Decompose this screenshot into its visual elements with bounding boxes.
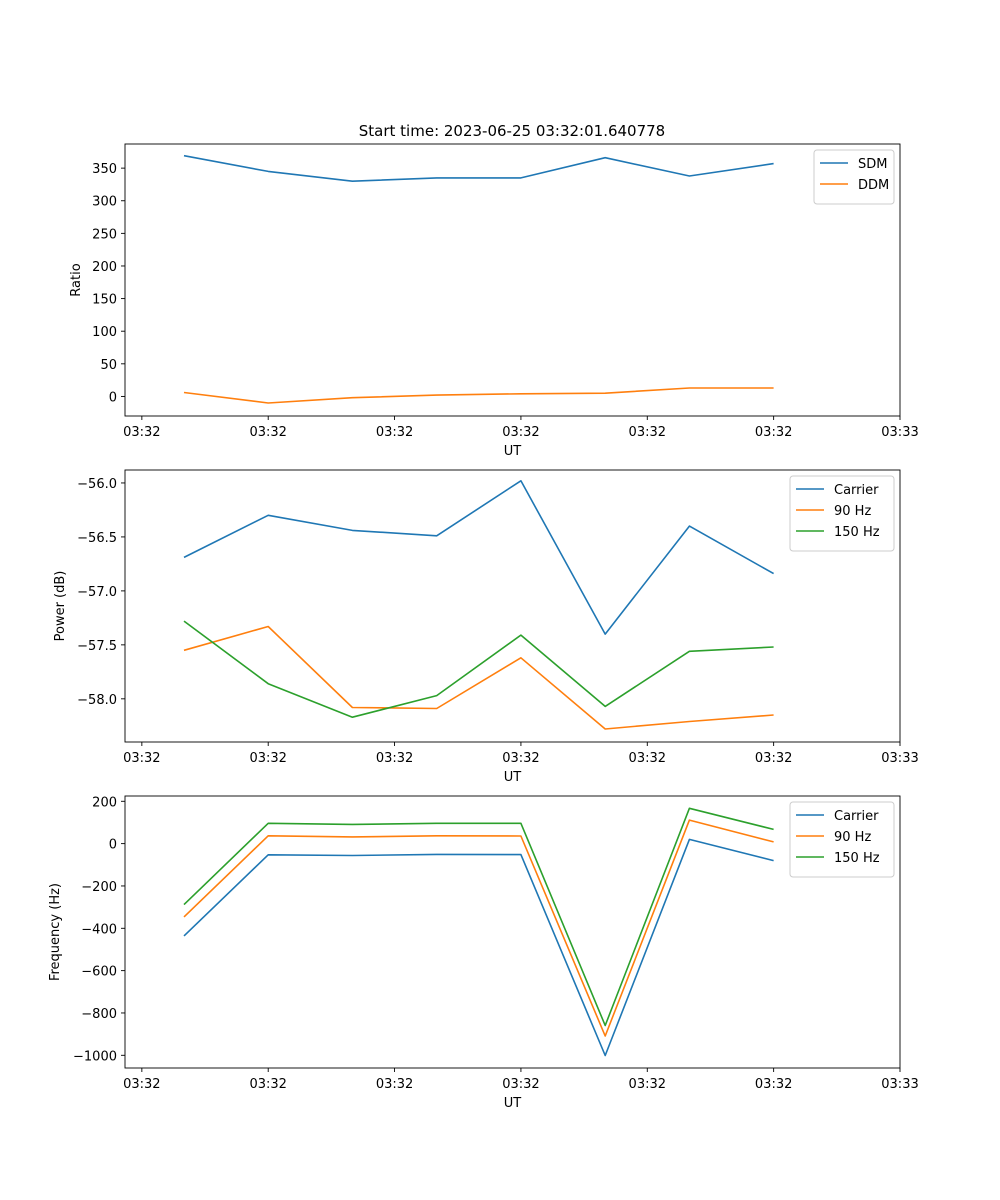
- y-tick-label: 200: [92, 795, 117, 810]
- legend-label: 150 Hz: [834, 851, 880, 866]
- y-tick-label: −400: [81, 922, 117, 937]
- x-tick-label: 03:32: [755, 1077, 792, 1092]
- y-tick-label: −1000: [73, 1049, 117, 1064]
- x-tick-label: 03:32: [502, 1077, 539, 1092]
- y-tick-label: 0: [109, 838, 117, 853]
- subplot-1: 03:32 03:32 03:32 03:32 03:32 03:32 03:33 0 50 10…: [69, 143, 919, 459]
- y-tick-label: 200: [92, 260, 117, 275]
- y-tick-label: 100: [92, 325, 117, 340]
- y-tick-label: −58.0: [77, 693, 117, 708]
- x-tick-label: 03:32: [502, 751, 539, 766]
- y-tick-label: −56.5: [77, 531, 117, 546]
- x-tick-label: 03:33: [881, 751, 918, 766]
- x-tick-label: 03:32: [755, 751, 792, 766]
- legend-box: [789, 475, 895, 552]
- legend-label: DDM: [858, 178, 889, 193]
- x-tick-label: 03:32: [123, 1077, 160, 1092]
- legend-label: SDM: [858, 157, 887, 172]
- legend-box: [789, 801, 895, 878]
- y-tick-label: −600: [81, 965, 117, 980]
- y-tick-label: 0: [109, 390, 117, 405]
- subplot-3: 03:32 03:32 03:32 03:32 03:32 03:32 03:33 −1000…: [48, 795, 919, 1111]
- legend: Carrier 90 Hz 150 Hz: [789, 801, 895, 878]
- legend-label: Carrier: [834, 809, 879, 824]
- y-tick-label: 350: [92, 162, 117, 177]
- y-tick-label: 150: [92, 293, 117, 308]
- y-tick-label: −56.0: [77, 477, 117, 492]
- series-line-ddm: [183, 387, 774, 404]
- x-tick-label: 03:32: [376, 1077, 413, 1092]
- x-tick-label: 03:32: [629, 425, 666, 440]
- x-tick-label: 03:33: [881, 1077, 918, 1092]
- x-tick-label: 03:32: [502, 425, 539, 440]
- x-axis-label: UT: [504, 1096, 522, 1111]
- y-axis-label: Ratio: [69, 263, 84, 296]
- x-tick-label: 03:32: [629, 751, 666, 766]
- figure-title: Start time: 2023-06-25 03:32:01.640778: [359, 122, 665, 140]
- y-tick-label: 250: [92, 227, 117, 242]
- series-line-carrier: [183, 838, 774, 1057]
- legend: SDM DDM: [813, 149, 895, 205]
- subplots: 03:32 03:32 03:32 03:32 03:32 03:32 03:33 0 50 10…: [48, 143, 919, 1111]
- y-axis-label: Power (dB): [53, 571, 68, 642]
- y-axis-label: Frequency (Hz): [48, 883, 63, 981]
- y-tick-label: −57.0: [77, 585, 117, 600]
- series-line-carrier: [183, 479, 774, 635]
- y-tick-label: 300: [92, 195, 117, 210]
- x-tick-label: 03:32: [123, 751, 160, 766]
- axes-frame: [124, 469, 901, 743]
- legend-label: Carrier: [834, 483, 879, 498]
- legend-label: 90 Hz: [834, 504, 871, 519]
- x-tick-label: 03:33: [881, 425, 918, 440]
- y-tick-label: −800: [81, 1007, 117, 1022]
- subplot-2: 03:32 03:32 03:32 03:32 03:32 03:32 03:33 −58.0…: [53, 469, 919, 785]
- series-line-90-hz: [183, 625, 774, 730]
- series-line-150-hz: [183, 620, 774, 719]
- x-tick-label: 03:32: [376, 425, 413, 440]
- x-tick-label: 03:32: [755, 425, 792, 440]
- y-tick-label: 50: [100, 358, 117, 373]
- series-line-150-hz: [183, 807, 774, 1027]
- x-tick-label: 03:32: [629, 1077, 666, 1092]
- x-axis-label: UT: [504, 444, 522, 459]
- legend-label: 90 Hz: [834, 830, 871, 845]
- x-tick-label: 03:32: [249, 425, 286, 440]
- x-tick-label: 03:32: [249, 751, 286, 766]
- x-tick-label: 03:32: [123, 425, 160, 440]
- series-line-sdm: [183, 154, 774, 182]
- legend-label: 150 Hz: [834, 525, 880, 540]
- series-line-90-hz: [183, 819, 774, 1037]
- axes-frame: [124, 795, 901, 1069]
- x-axis-label: UT: [504, 770, 522, 785]
- y-tick-label: −200: [81, 880, 117, 895]
- x-tick-label: 03:32: [249, 1077, 286, 1092]
- axes-frame: [124, 143, 901, 417]
- x-tick-label: 03:32: [376, 751, 413, 766]
- legend: Carrier 90 Hz 150 Hz: [789, 475, 895, 552]
- y-tick-label: −57.5: [77, 639, 117, 654]
